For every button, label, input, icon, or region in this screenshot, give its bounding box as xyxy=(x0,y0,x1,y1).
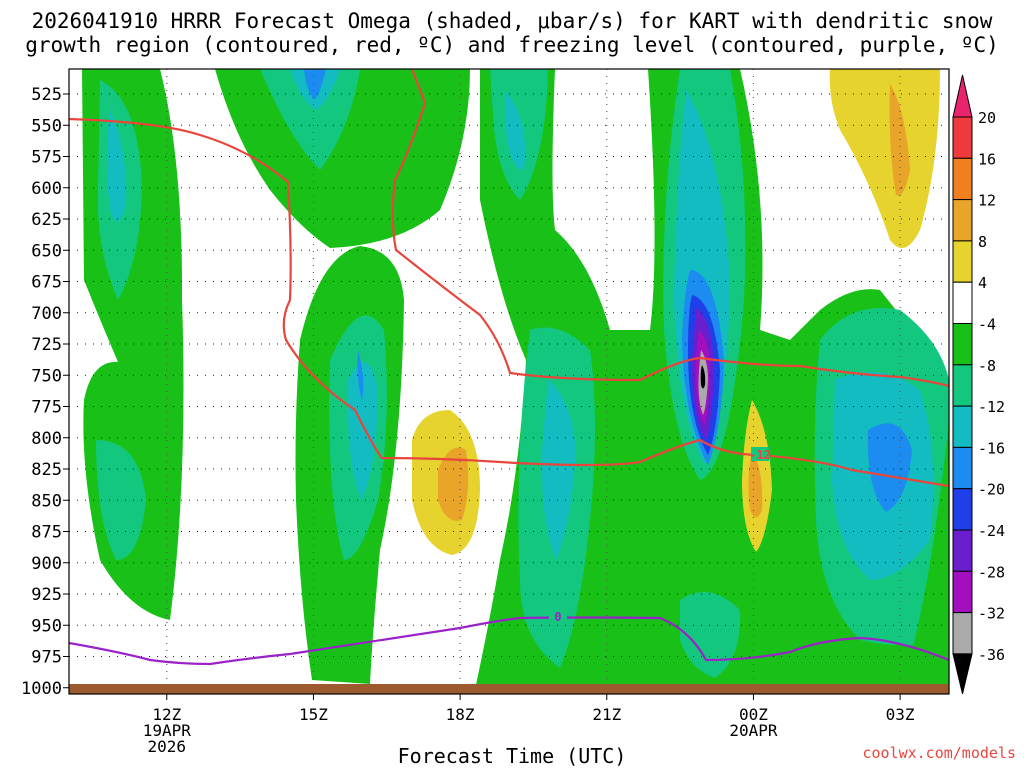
x-date-label-19APR: 19APR xyxy=(143,721,192,740)
colorbar-label-20: 20 xyxy=(978,109,996,127)
colorbar-bin--8 xyxy=(952,323,973,366)
y-tick-label-800: 800 xyxy=(31,429,62,449)
y-tick-label-600: 600 xyxy=(31,179,62,199)
colorbar-label-4: 4 xyxy=(978,274,987,292)
omega-core-16z-center xyxy=(357,350,364,400)
y-tick-label-675: 675 xyxy=(31,273,62,293)
colorbar-label--4: -4 xyxy=(978,316,996,334)
y-tick-label-850: 850 xyxy=(31,491,62,511)
freezing-level-contour-label: 0 xyxy=(554,610,561,624)
x-tick-label-15Z: 15Z xyxy=(299,705,328,724)
colorbar-bin-16 xyxy=(952,116,973,159)
colorbar-bin--20 xyxy=(952,446,973,490)
colorbar-bin--32 xyxy=(952,570,973,614)
x-axis-label: Forecast Time (UTC) xyxy=(397,744,627,768)
snow-growth-contour-upper xyxy=(391,69,949,388)
y-tick-label-550: 550 xyxy=(31,116,62,136)
y-tick-label-950: 950 xyxy=(31,616,62,636)
colorbar-label--24: -24 xyxy=(978,522,1005,540)
chart-title-line-2: growth region (contoured, red, ºC) and f… xyxy=(25,33,999,57)
colorbar-label-12: 12 xyxy=(978,192,996,210)
colorbar-bin--4 xyxy=(952,281,973,325)
colorbar-bin--24 xyxy=(952,488,973,531)
descent-cell-18z-core xyxy=(438,447,469,521)
y-tick-label-750: 750 xyxy=(31,366,62,386)
colorbar-label--8: -8 xyxy=(978,357,996,375)
source-credit: coolwx.com/models xyxy=(862,744,1016,762)
omega-core-11z-upper-inner xyxy=(107,110,127,222)
colorbar-label--16: -16 xyxy=(978,439,1005,457)
omega-core-23z-max xyxy=(700,365,706,389)
freezing-level-contour xyxy=(69,616,949,666)
colorbar-bin-4 xyxy=(952,240,973,283)
colorbar-bin--12 xyxy=(952,364,973,407)
freezing-level-contour-label-bg xyxy=(549,609,567,623)
omega-core-16z-inner xyxy=(347,362,378,500)
colorbar-bin--36 xyxy=(952,612,973,655)
y-tick-label-625: 625 xyxy=(31,210,62,230)
omega-core-11z-lower xyxy=(96,440,146,560)
y-tick-label-700: 700 xyxy=(31,304,62,324)
y-tick-label-925: 925 xyxy=(31,585,62,605)
y-tick-label-875: 875 xyxy=(31,523,62,543)
x-tick-label-21Z: 21Z xyxy=(592,705,621,724)
descent-cell-03z xyxy=(829,69,940,248)
colorbar-label--36: -36 xyxy=(978,646,1005,664)
colorbar-label-8: 8 xyxy=(978,233,987,251)
colorbar-label--32: -32 xyxy=(978,605,1005,623)
omega-core-14z-center xyxy=(304,69,326,100)
omega-band-14z xyxy=(215,69,470,248)
colorbar-bin--16 xyxy=(952,405,973,448)
omega-core-03z-center xyxy=(867,423,912,512)
y-tick-label-975: 975 xyxy=(31,648,62,668)
chart-title-line-1: 2026041910 HRRR Forecast Omega (shaded, … xyxy=(31,9,993,33)
x-tick-label-12Z: 12Z xyxy=(152,705,181,724)
colorbar-label--12: -12 xyxy=(978,398,1005,416)
colorbar-bin-8 xyxy=(952,199,973,242)
colorbar-label--20: -20 xyxy=(978,481,1005,499)
x-date-label-20APR: 20APR xyxy=(729,721,778,740)
x-tick-label-00Z: 00Z xyxy=(739,705,768,724)
x-tick-label-03Z: 03Z xyxy=(886,705,915,724)
y-tick-label-900: 900 xyxy=(31,554,62,574)
y-tick-label-1000: 1000 xyxy=(21,679,62,699)
ground-surface xyxy=(69,684,949,694)
colorbar-bin-12 xyxy=(952,157,973,201)
snow-growth-contour-label: -12 xyxy=(749,448,771,462)
y-tick-label-725: 725 xyxy=(31,335,62,355)
colorbar-label--28: -28 xyxy=(978,563,1005,581)
snow-growth-contour-label-bg xyxy=(751,447,769,461)
colorbar-bottom-arrow xyxy=(952,653,973,695)
descent-cell-00z-core xyxy=(748,450,763,518)
y-tick-label-575: 575 xyxy=(31,148,62,168)
y-tick-label-825: 825 xyxy=(31,460,62,480)
y-tick-label-525: 525 xyxy=(31,85,62,105)
colorbar-label-16: 16 xyxy=(978,150,996,168)
x-date-label-2026: 2026 xyxy=(148,737,187,756)
colorbar-bin--28 xyxy=(952,529,973,572)
colorbar-top-arrow xyxy=(952,74,973,118)
y-tick-label-775: 775 xyxy=(31,398,62,418)
y-tick-label-650: 650 xyxy=(31,241,62,261)
x-tick-label-18Z: 18Z xyxy=(446,705,475,724)
omega-core-19z-upper-inner xyxy=(505,90,526,170)
omega-core-20z-inner xyxy=(541,380,576,560)
omega-band-edge xyxy=(900,420,949,694)
plot-frame xyxy=(68,68,950,695)
